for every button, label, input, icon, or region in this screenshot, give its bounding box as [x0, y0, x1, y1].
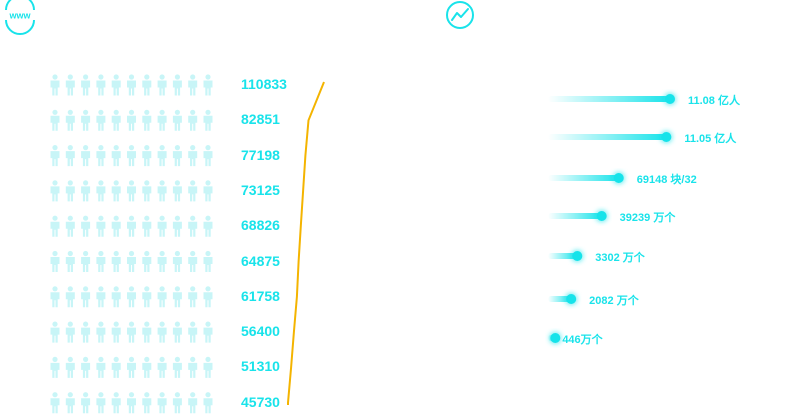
glow-bar — [548, 96, 670, 102]
glow-bar-label: 2082 万个 — [589, 292, 639, 308]
glow-bar-label: 69148 块/32 — [637, 171, 697, 187]
glow-bar-dot — [665, 94, 675, 104]
glow-bar-label: 3302 万个 — [595, 249, 645, 265]
glow-bar-dot — [614, 173, 624, 183]
glow-bar-dot — [597, 211, 607, 221]
glow-bar-label: 446万个 — [562, 331, 602, 347]
glow-bar — [548, 134, 666, 140]
glow-bar-dot — [566, 294, 576, 304]
glow-bar-dot — [550, 333, 560, 343]
glow-bar-label: 39239 万个 — [620, 209, 676, 225]
glow-bar-dot — [572, 251, 582, 261]
glow-bar-label: 11.08 亿人 — [688, 92, 740, 108]
glow-bar — [548, 213, 602, 219]
glow-bar-dot — [661, 132, 671, 142]
glow-bar-label: 11.05 亿人 — [684, 130, 736, 146]
glow-bar — [548, 175, 619, 181]
